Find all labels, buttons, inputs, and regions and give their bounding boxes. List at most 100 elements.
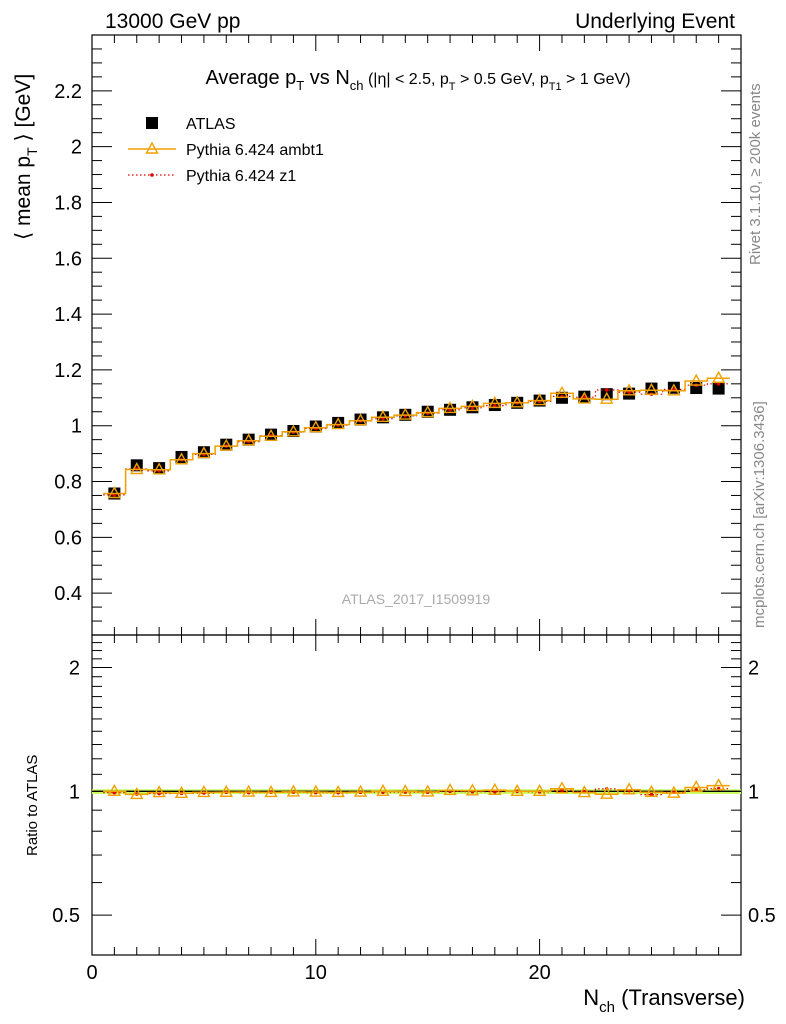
y-tick-label: 1.6 (54, 248, 82, 270)
ambt1-data-point (465, 398, 480, 412)
z1-data-point (604, 388, 609, 392)
ambt1-ratio-point (197, 784, 211, 798)
legend-atlas-marker (146, 117, 158, 129)
atlas-data-point (645, 382, 658, 395)
ambt1-data-point (241, 433, 256, 446)
ambt1-ratio-point (532, 783, 547, 797)
y-tick-label: 2.2 (54, 81, 82, 103)
ambt1-data-point (622, 383, 636, 396)
header-right: Underlying Event (575, 10, 735, 33)
ambt1-ratio-point (286, 784, 301, 797)
ambt1-data-point (532, 393, 547, 406)
y-tick-label: 2 (71, 137, 82, 159)
ambt1-data-point (689, 373, 703, 386)
ambt1-data-point (197, 446, 211, 459)
ambt1-ratio-point (152, 785, 166, 798)
ambt1-ratio-point (577, 785, 592, 798)
z1-ratio-point (694, 787, 699, 792)
ratio-y-tick-label-right: 1 (748, 781, 759, 803)
atlas-data-point (242, 433, 255, 446)
ambt1-ratio-point (241, 784, 256, 797)
ambt1-ratio-line (103, 784, 730, 796)
z1-ratio-point (649, 792, 654, 797)
ambt1-ratio-point (689, 780, 703, 793)
ambt1-data-point (577, 391, 592, 404)
analysis-watermark: ATLAS_2017_I1509919 (342, 591, 491, 607)
atlas-data-point (332, 416, 345, 429)
y-tick-label: 1 (71, 416, 82, 438)
ambt1-ratio-point (107, 783, 122, 797)
ambt1-data-point (107, 486, 122, 499)
z1-ratio-point (560, 788, 564, 793)
ratio-y-tick-label-right: 0.5 (748, 905, 776, 927)
y-tick-label: 0.6 (54, 527, 82, 549)
ratio-y-label: Ratio to ATLAS (24, 755, 41, 856)
ambt1-ratio-point (465, 783, 480, 796)
ambt1-data-point (174, 452, 189, 465)
legend-z1-label: Pythia 6.424 z1 (186, 168, 296, 185)
z1-data-point (582, 395, 587, 400)
header-left: 13000 GeV pp (105, 10, 240, 33)
main-title: Average pT vs Nch (|η| < 2.5, pT > 0.5 G… (205, 67, 630, 93)
ambt1-data-point (510, 395, 524, 408)
atlas-data-point (309, 420, 322, 433)
ambt1-data-point (488, 395, 502, 409)
ambt1-ratio-point (398, 784, 412, 797)
ratio-y-tick-label: 0.5 (52, 905, 80, 927)
ambt1-ratio-point (353, 784, 368, 797)
ratio-y-tick-label-right: 2 (748, 658, 759, 680)
ambt1-ratio-point (622, 782, 636, 795)
y-tick-label: 0.4 (54, 583, 82, 605)
y-tick-label: 1.8 (54, 192, 82, 214)
legend-atlas-label: ATLAS (186, 116, 236, 133)
ambt1-data-point (600, 391, 614, 404)
y-tick-label: 0.8 (54, 472, 82, 494)
ambt1-data-point (376, 409, 390, 423)
ambt1-ratio-point (219, 784, 233, 797)
ambt1-data-point (130, 462, 144, 475)
ambt1-data-point (667, 383, 681, 396)
ambt1-data-point (644, 382, 659, 395)
ambt1-data-point (309, 420, 323, 433)
ambt1-ratio-point (600, 786, 614, 799)
ambt1-ratio-point (264, 784, 278, 798)
ambt1-ratio-point (667, 785, 681, 798)
ambt1-data-point (264, 428, 278, 442)
ratio-y-tick-label: 1 (69, 781, 80, 803)
ambt1-data-point (443, 400, 457, 414)
ambt1-ratio-point (130, 786, 144, 800)
ambt1-data-point (711, 370, 726, 383)
rivet-label: Rivet 3.1.10, ≥ 200k events (747, 83, 764, 265)
legend-ambt1-marker (145, 141, 159, 154)
z1-series-line (103, 383, 730, 496)
ambt1-ratio-point (555, 781, 569, 794)
ambt1-ratio-point (711, 778, 726, 791)
ambt1-ratio-point (309, 784, 323, 797)
x-tick-label: 20 (528, 962, 550, 984)
mcplots-label: mcplots.cern.ch [arXiv:1306.3436] (751, 401, 768, 628)
ambt1-data-point (152, 462, 166, 475)
ambt1-data-point (353, 413, 368, 426)
ratio-panel-frame (91, 634, 742, 956)
ambt1-ratio-point (376, 783, 390, 797)
ambt1-ratio-point (331, 784, 345, 798)
ambt1-ratio-point (421, 784, 435, 797)
x-axis-label: Nch (Transverse) (583, 985, 745, 1016)
atlas-data-point (712, 382, 725, 395)
ambt1-ratio-point (174, 785, 189, 799)
ambt1-data-point (398, 407, 412, 420)
legend-z1-marker (150, 173, 154, 177)
atlas-data-point (197, 446, 210, 459)
ambt1-ratio-point (488, 782, 502, 795)
ratio-y-tick-label: 2 (69, 658, 80, 680)
ambt1-data-point (555, 385, 569, 399)
ambt1-data-point (286, 424, 301, 437)
z1-data-point (493, 403, 497, 408)
ambt1-series-line (103, 377, 730, 495)
y-tick-label: 1.2 (54, 360, 82, 382)
ambt1-ratio-point (644, 784, 659, 797)
x-tick-label: 10 (305, 962, 327, 984)
ambt1-data-point (421, 405, 435, 418)
legend: ATLAS Pythia 6.424 ambt1 Pythia 6.424 z1 (128, 116, 324, 185)
